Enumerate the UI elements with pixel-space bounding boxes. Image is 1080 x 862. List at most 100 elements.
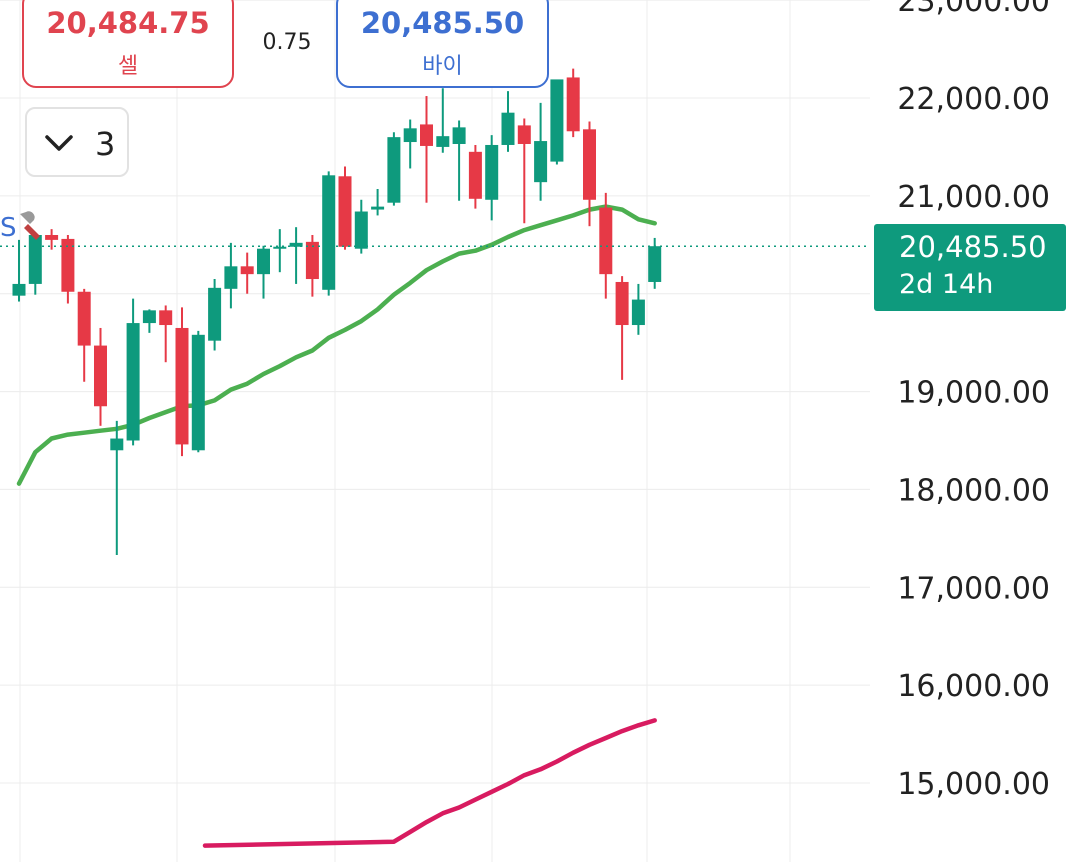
candle [12, 239, 26, 302]
candle [631, 283, 645, 335]
candle [615, 276, 629, 380]
candle-body [501, 112, 515, 145]
candle [142, 309, 156, 333]
candle [599, 192, 613, 299]
candle-body [550, 79, 564, 162]
indicators-collapse-button[interactable]: 3 [25, 107, 129, 177]
candle [305, 235, 319, 297]
indicator-count: 3 [95, 125, 116, 163]
candle-body [110, 438, 124, 451]
candle-body [599, 207, 613, 275]
price-axis-label: 15,000.00 [897, 767, 1050, 802]
ma-short-line [16, 204, 657, 486]
candle [273, 229, 287, 273]
price-axis-label: 17,000.00 [897, 571, 1050, 606]
candle-body [583, 129, 596, 200]
candle-body [289, 242, 303, 247]
candle-body [305, 241, 319, 280]
candle-body [387, 137, 401, 203]
candle-body [534, 141, 548, 183]
candle-body [240, 266, 254, 275]
candle-body [485, 144, 499, 200]
current-price-value: 20,485.50 [899, 230, 1047, 264]
candle [77, 288, 91, 382]
candle [420, 96, 433, 203]
candle-body [77, 291, 91, 346]
buy-label: 바이 [422, 54, 463, 79]
candle [240, 252, 254, 294]
candle-body [28, 235, 42, 284]
candle-body [257, 248, 270, 275]
candle-body [354, 211, 368, 249]
candle-body [615, 281, 629, 326]
price-axis: 15,000.00 16,000.00 17,000.00 18,000.00 19,0… [897, 0, 1050, 802]
candle-body [45, 235, 59, 240]
candle [257, 245, 270, 299]
candle [452, 120, 466, 201]
ma-long-line [202, 718, 657, 848]
candle [45, 229, 59, 250]
candle-body [191, 334, 205, 451]
spread-value: 0.75 [262, 30, 312, 55]
candle-body [94, 345, 107, 407]
wrench-icon[interactable]: S [0, 211, 40, 243]
candlesticks [12, 68, 662, 555]
candle-body [12, 283, 26, 296]
chevron-down-icon [45, 135, 73, 151]
candle-body [338, 176, 352, 247]
candle [501, 91, 515, 152]
candle-body [452, 127, 466, 144]
price-axis-label: 21,000.00 [897, 180, 1050, 215]
candle [566, 68, 580, 138]
candle [322, 171, 336, 296]
candle [403, 119, 417, 169]
candle-body [468, 151, 482, 199]
candle-body [371, 206, 385, 210]
candle [159, 305, 173, 363]
candle-body [273, 246, 287, 249]
candle-body [175, 327, 189, 445]
candle-body [159, 310, 173, 326]
candle-body [436, 136, 450, 147]
candle [126, 298, 140, 446]
chart-grid [0, 0, 870, 862]
price-axis-label: 23,000.00 [897, 0, 1050, 19]
candle [94, 327, 107, 426]
moving-average-lines [16, 204, 657, 848]
candle-body [208, 287, 222, 341]
candle [387, 132, 401, 206]
candle-body [61, 238, 75, 292]
candle [208, 279, 222, 351]
candle [468, 144, 482, 209]
candle-body [403, 128, 417, 143]
candle [534, 102, 548, 201]
buy-price: 20,485.50 [360, 6, 525, 40]
buy-button[interactable]: 20,485.50 바이 [336, 0, 549, 88]
candle [354, 199, 368, 254]
price-axis-label: 18,000.00 [897, 473, 1050, 508]
candle [550, 79, 564, 165]
sell-price: 20,484.75 [46, 6, 210, 40]
price-axis-label: 19,000.00 [897, 376, 1050, 411]
candle [224, 242, 238, 309]
price-axis-label: 16,000.00 [897, 669, 1050, 704]
alert-marker: S [0, 213, 17, 243]
candle-body [224, 266, 238, 289]
candle-body [566, 77, 580, 132]
candle [175, 307, 189, 457]
candle-body [648, 246, 662, 282]
candle-body [322, 175, 336, 290]
sell-button[interactable]: 20,484.75 셀 [22, 0, 234, 88]
candle [583, 121, 596, 227]
candle [110, 420, 124, 555]
candle [485, 135, 499, 221]
candle [517, 118, 531, 224]
candle [191, 330, 205, 453]
candle-body [517, 125, 531, 144]
candle-body [420, 124, 433, 146]
candle [338, 166, 352, 250]
candle [289, 227, 303, 284]
current-price-tag: 20,485.50 2d 14h [874, 224, 1066, 311]
candle [28, 234, 42, 295]
